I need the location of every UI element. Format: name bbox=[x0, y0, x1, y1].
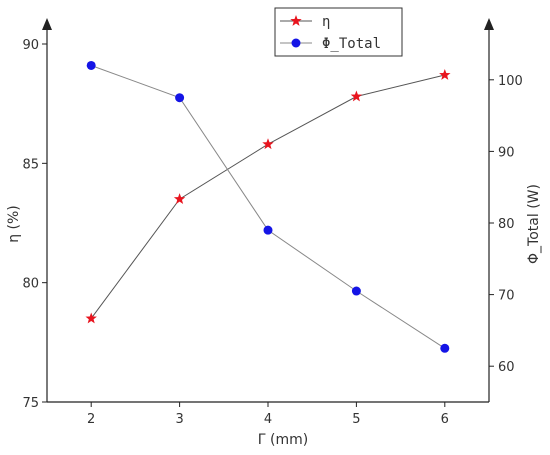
legend-label-eta: η bbox=[322, 14, 330, 30]
y-left-tick-label: 75 bbox=[22, 396, 39, 411]
data-point-eta bbox=[85, 312, 97, 324]
x-tick-label: 4 bbox=[264, 412, 272, 427]
legend-label-phi-total: Φ_Total bbox=[322, 36, 381, 52]
data-point-eta bbox=[439, 69, 451, 80]
x-tick-label: 2 bbox=[87, 412, 95, 427]
legend-marker-phi-total bbox=[291, 38, 301, 48]
tick-marks-and-labels: 2 3 4 5 6 75 80 85 90 60 70 80 90 100 bbox=[22, 38, 522, 427]
data-point-eta bbox=[173, 193, 186, 204]
y-left-tick-label: 80 bbox=[22, 277, 39, 292]
data-point-eta bbox=[262, 138, 274, 150]
x-tick-label: 6 bbox=[441, 412, 449, 427]
y-left-axis-title: η (%) bbox=[6, 205, 22, 243]
axes bbox=[42, 18, 494, 403]
y-left-tick-label: 90 bbox=[22, 38, 39, 53]
data-point-phi-total bbox=[263, 225, 273, 235]
x-tick-label: 3 bbox=[175, 412, 183, 427]
y-right-tick-label: 90 bbox=[498, 145, 515, 160]
series-line-phi-total bbox=[91, 65, 446, 349]
y-right-tick-label: 80 bbox=[498, 217, 515, 232]
legend-box bbox=[274, 7, 403, 57]
y-left-tick-label: 85 bbox=[22, 157, 39, 172]
y-right-tick-label: 60 bbox=[498, 360, 515, 375]
series-line-eta bbox=[90, 74, 445, 319]
legend-items: η Φ_Total bbox=[280, 14, 381, 52]
data-point-phi-total bbox=[175, 93, 185, 103]
legend: η Φ_Total bbox=[274, 7, 403, 57]
x-tick-label: 5 bbox=[352, 412, 360, 427]
y-right-axis-title: Φ_Total (W) bbox=[526, 184, 542, 264]
y-left-axis-arrow bbox=[42, 18, 52, 30]
legend-marker-eta bbox=[290, 15, 302, 26]
y-right-axis-arrow bbox=[484, 18, 494, 30]
x-axis-title: Γ (mm) bbox=[258, 432, 308, 448]
y-right-tick-label: 100 bbox=[498, 74, 523, 89]
series-plot bbox=[85, 60, 451, 353]
y-right-tick-label: 70 bbox=[498, 289, 515, 304]
data-point-phi-total bbox=[351, 286, 361, 296]
data-point-phi-total bbox=[440, 343, 450, 353]
data-point-phi-total bbox=[86, 60, 96, 70]
data-point-eta bbox=[350, 90, 363, 102]
